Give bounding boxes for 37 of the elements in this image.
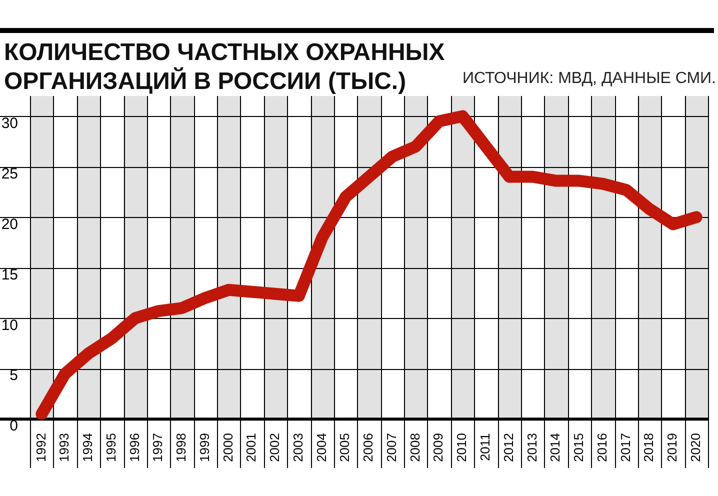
x-tick-label: 2002 xyxy=(267,433,282,462)
x-tick-label: 2001 xyxy=(244,433,259,462)
x-tick-label: 2003 xyxy=(290,433,306,462)
y-tick-label: 10 xyxy=(1,316,18,334)
x-tick-label: 2018 xyxy=(641,433,656,462)
x-tick-label: 2011 xyxy=(478,433,493,462)
x-tick-label: 2004 xyxy=(314,433,329,462)
x-tick-label: 2007 xyxy=(384,433,399,462)
y-tick-label: 30 xyxy=(1,114,18,132)
y-tick-label: 0 xyxy=(10,418,18,435)
x-tick-label: 2015 xyxy=(571,433,586,462)
x-tick-label: 2000 xyxy=(220,433,236,462)
x-tick-label: 1995 xyxy=(103,433,118,462)
text: ИСТОЧНИК: МВД, ДАННЫЕ СМИ. xyxy=(462,70,716,88)
x-tick-label: 2010 xyxy=(454,433,470,462)
chart-title: КОЛИЧЕСТВО ЧАСТНЫХ ОХРАННЫХ ОРГАНИЗАЦИЙ В РОССИИ (ТЫС.) xyxy=(4,39,445,95)
x-tick-label: 1996 xyxy=(126,433,142,462)
x-tick-label: 1993 xyxy=(56,433,72,462)
y-tick-label: 25 xyxy=(1,165,18,182)
y-tick-label: 20 xyxy=(1,216,18,233)
x-tick-label: 2008 xyxy=(407,433,422,462)
y-tick-label: 15 xyxy=(1,266,18,284)
x-tick-label: 1997 xyxy=(150,433,166,462)
x-tick-label: 1999 xyxy=(196,433,212,462)
x-tick-label: 1992 xyxy=(33,433,48,462)
x-tick-label: 2014 xyxy=(548,433,563,462)
x-tick-label: 2006 xyxy=(360,433,376,462)
x-tick-label: 2017 xyxy=(618,433,633,462)
x-tick-label: 2012 xyxy=(500,433,516,462)
x-tick-label: 1994 xyxy=(80,433,96,462)
x-tick-label: 1998 xyxy=(174,433,189,462)
x-tick-label: 2020 xyxy=(688,433,703,462)
x-tick-label: 2019 xyxy=(664,433,680,462)
x-tick-label: 2009 xyxy=(430,433,446,462)
x-tick-label: 2016 xyxy=(594,433,610,462)
x-tick-label: 2013 xyxy=(524,433,540,462)
x-tick-label: 2005 xyxy=(337,433,352,462)
